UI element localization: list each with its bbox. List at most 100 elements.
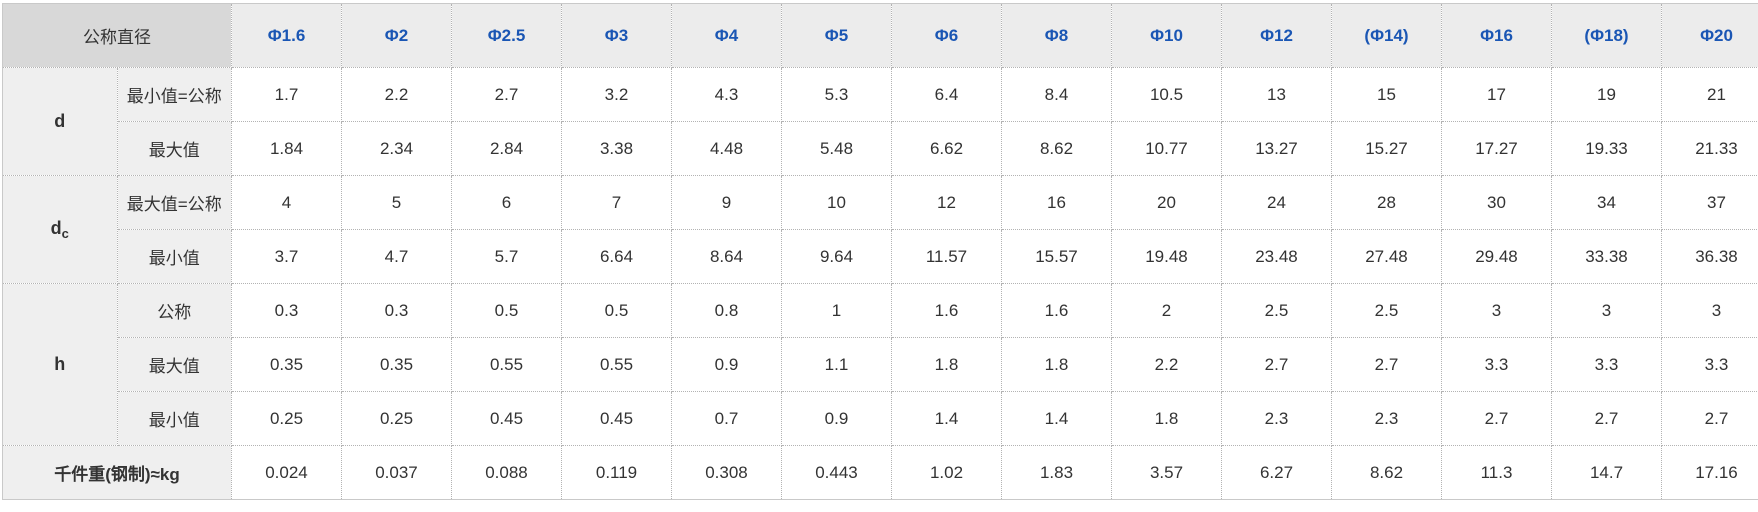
row-label: 最大值 (116, 337, 232, 392)
value-cell: 2.34 (341, 121, 452, 176)
column-header: (Φ14) (1331, 3, 1442, 68)
value-cell: 20 (1111, 175, 1222, 230)
value-cell: 3 (1441, 283, 1552, 338)
value-cell: 2.5 (1331, 283, 1442, 338)
value-cell: 13.27 (1221, 121, 1332, 176)
column-header: Φ2 (341, 3, 452, 68)
value-cell: 3 (1551, 283, 1662, 338)
value-cell: 2.3 (1331, 391, 1442, 446)
value-cell: 1 (781, 283, 892, 338)
column-header: Φ12 (1221, 3, 1332, 68)
value-cell: 0.45 (451, 391, 562, 446)
value-cell: 0.55 (451, 337, 562, 392)
value-cell: 2.2 (1111, 337, 1222, 392)
value-cell: 33.38 (1551, 229, 1662, 284)
value-cell: 0.7 (671, 391, 782, 446)
value-cell: 2.5 (1221, 283, 1332, 338)
value-cell: 1.4 (1001, 391, 1112, 446)
value-cell: 0.3 (231, 283, 342, 338)
row-group-symbol: d (54, 111, 66, 131)
value-cell: 1.83 (1001, 445, 1112, 500)
value-cell: 3.57 (1111, 445, 1222, 500)
value-cell: 0.3 (341, 283, 452, 338)
value-cell: 4.3 (671, 67, 782, 122)
value-cell: 0.037 (341, 445, 452, 500)
table-row: dc 最大值=公称 4 5 6 7 9 10 12 16 20 24 28 30 34 37 (2, 175, 1758, 284)
value-cell: 0.119 (561, 445, 672, 500)
value-cell: 3 (1661, 283, 1758, 338)
value-cell: 0.308 (671, 445, 782, 500)
value-cell: 5 (341, 175, 452, 230)
value-cell: 2.84 (451, 121, 562, 176)
value-cell: 1.8 (1111, 391, 1222, 446)
value-cell: 28 (1331, 175, 1442, 230)
value-cell: 0.45 (561, 391, 672, 446)
value-cell: 8.4 (1001, 67, 1112, 122)
value-cell: 4.48 (671, 121, 782, 176)
value-cell: 2.7 (451, 67, 562, 122)
corner-header-nominal-diameter: 公称直径 (2, 3, 232, 68)
value-cell: 1.7 (231, 67, 342, 122)
value-cell: 21 (1661, 67, 1758, 122)
value-cell: 0.5 (451, 283, 562, 338)
row-group-label: h (2, 283, 118, 446)
value-cell: 1.84 (231, 121, 342, 176)
column-header: Φ3 (561, 3, 672, 68)
value-cell: 17.16 (1661, 445, 1758, 500)
value-cell: 8.62 (1331, 445, 1442, 500)
value-cell: 3.2 (561, 67, 672, 122)
value-cell: 36.38 (1661, 229, 1758, 284)
table-row: d 最小值=公称 1.7 2.2 2.7 3.2 4.3 5.3 6.4 8.4 10.5 13 15 1… (2, 67, 1758, 176)
value-cell: 15.27 (1331, 121, 1442, 176)
value-cell: 14.7 (1551, 445, 1662, 500)
value-cell: 0.9 (781, 391, 892, 446)
value-cell: 2.3 (1221, 391, 1332, 446)
value-cell: 27.48 (1331, 229, 1442, 284)
column-header: Φ20 (1661, 3, 1758, 68)
value-cell: 3.38 (561, 121, 672, 176)
table-row: 最大值 1.84 2.34 2.84 3.38 4.48 5.48 6.62 8.62 10.77… (3, 121, 1758, 176)
value-cell: 4.7 (341, 229, 452, 284)
value-cell: 8.62 (1001, 121, 1112, 176)
value-cell: 0.024 (231, 445, 342, 500)
table-row: 最大值 0.35 0.35 0.55 0.55 0.9 1.1 1.8 1.8 2.2 2.7 2.7… (3, 337, 1758, 392)
row-label: 最大值=公称 (116, 175, 232, 230)
row-group-symbol: h (54, 354, 66, 374)
table-row: 千件重(钢制)≈kg 0.024 0.037 0.088 0.119 0.308 0.443… (2, 445, 1758, 500)
column-header: Φ5 (781, 3, 892, 68)
value-cell: 11.3 (1441, 445, 1552, 500)
value-cell: 6.27 (1221, 445, 1332, 500)
value-cell: 1.8 (1001, 337, 1112, 392)
row-group-symbol: d (50, 218, 62, 238)
value-cell: 24 (1221, 175, 1332, 230)
value-cell: 2.7 (1221, 337, 1332, 392)
value-cell: 7 (561, 175, 672, 230)
row-group-subscript: c (61, 226, 69, 241)
value-cell: 11.57 (891, 229, 1002, 284)
value-cell: 2 (1111, 283, 1222, 338)
value-cell: 6.62 (891, 121, 1002, 176)
column-header: Φ10 (1111, 3, 1222, 68)
value-cell: 9 (671, 175, 782, 230)
value-cell: 5.48 (781, 121, 892, 176)
value-cell: 1.8 (891, 337, 1002, 392)
value-cell: 34 (1551, 175, 1662, 230)
value-cell: 10 (781, 175, 892, 230)
value-cell: 0.55 (561, 337, 672, 392)
value-cell: 1.6 (1001, 283, 1112, 338)
dimension-spec-table: 公称直径 Φ1.6 Φ2 Φ2.5 Φ3 Φ4 Φ5 Φ6 Φ8 Φ10 Φ12 (Φ14) Φ16(… (2, 3, 1758, 500)
value-cell: 1.1 (781, 337, 892, 392)
value-cell: 2.2 (341, 67, 452, 122)
table-row: 最小值 3.7 4.7 5.7 6.64 8.64 9.64 11.57 15.57 19.48 2… (3, 229, 1758, 284)
value-cell: 1.4 (891, 391, 1002, 446)
footer-row-label: 千件重(钢制)≈kg (2, 445, 232, 500)
column-header: Φ1.6 (231, 3, 342, 68)
value-cell: 0.35 (341, 337, 452, 392)
value-cell: 21.33 (1661, 121, 1758, 176)
row-label: 公称 (116, 283, 232, 338)
value-cell: 0.9 (671, 337, 782, 392)
value-cell: 37 (1661, 175, 1758, 230)
value-cell: 3.3 (1441, 337, 1552, 392)
column-header: (Φ18) (1551, 3, 1662, 68)
